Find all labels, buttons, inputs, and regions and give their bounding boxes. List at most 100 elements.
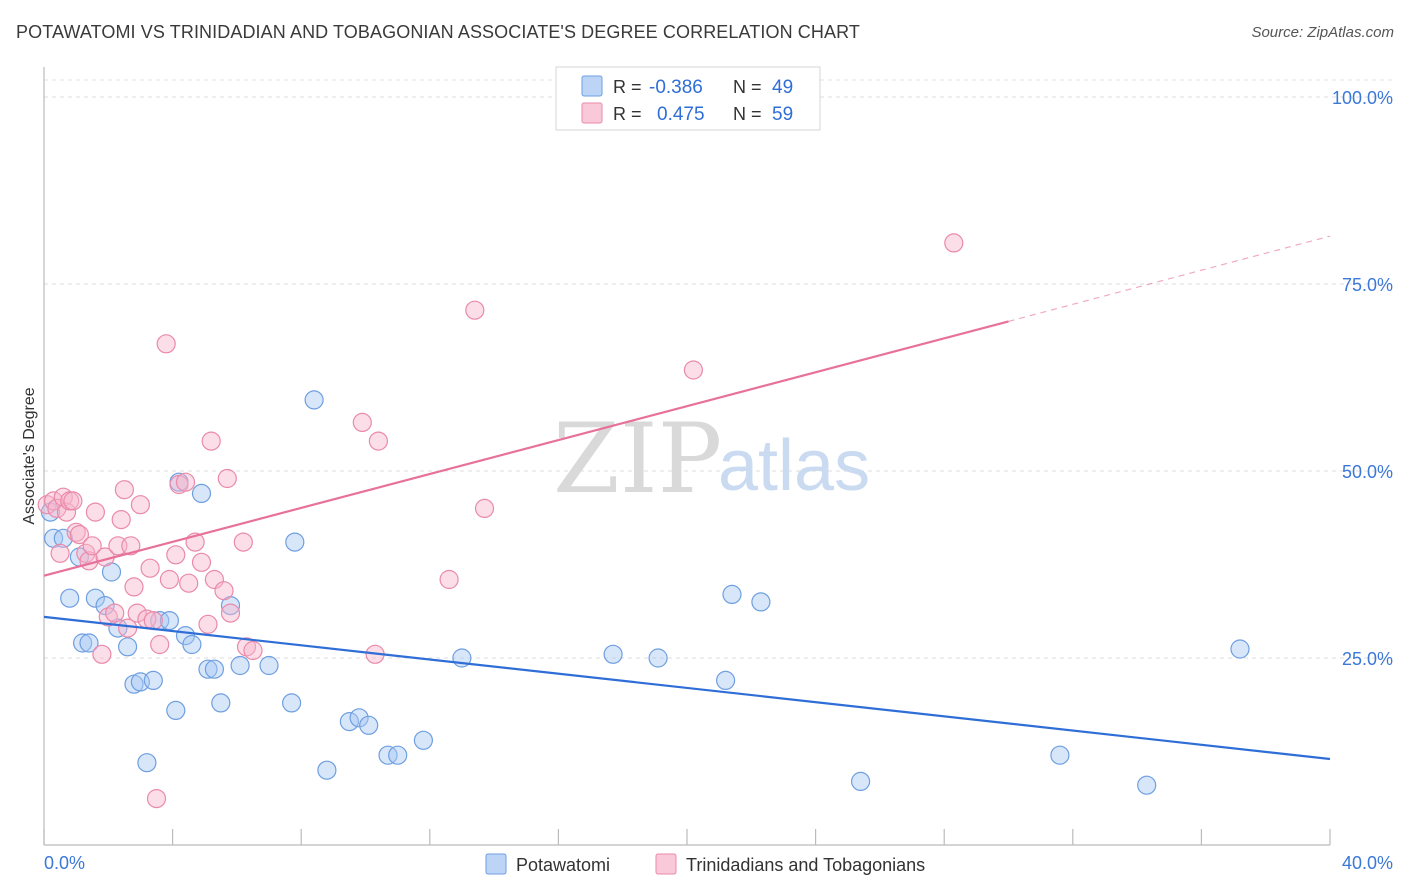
point-trinidadian-27 bbox=[140, 558, 160, 578]
bottom-legend: Potawatomi Trinidadians and Tobagonians bbox=[485, 853, 925, 875]
y-tick-label-100: 100.0% bbox=[1332, 88, 1393, 108]
point-trinidadian-32 bbox=[166, 545, 186, 565]
point-potawatomi-40 bbox=[603, 644, 623, 664]
point-trinidadian-25 bbox=[130, 495, 150, 515]
tick-labels: 100.0% 75.0% 50.0% 25.0% 0.0% 40.0% bbox=[44, 88, 1393, 873]
legend-box: R = -0.386 N = 49 R = 0.475 N = 59 bbox=[555, 66, 821, 131]
point-trinidadian-38 bbox=[198, 614, 218, 634]
point-trinidadian-54 bbox=[944, 233, 964, 253]
points-layer bbox=[37, 233, 1250, 809]
point-trinidadian-22 bbox=[121, 536, 141, 556]
axes-layer bbox=[43, 67, 1331, 846]
point-potawatomi-41 bbox=[648, 648, 668, 668]
point-potawatomi-27 bbox=[230, 655, 250, 676]
point-trinidadian-41 bbox=[214, 581, 234, 601]
point-trinidadian-39 bbox=[201, 431, 221, 451]
bottom-legend-swatch-trinidadian bbox=[655, 853, 677, 875]
point-trinidadian-9 bbox=[69, 524, 90, 545]
point-potawatomi-21 bbox=[182, 634, 202, 655]
point-potawatomi-14 bbox=[137, 753, 157, 773]
point-trinidadian-35 bbox=[179, 573, 199, 593]
trendline-trinidadian bbox=[43, 320, 1009, 577]
point-potawatomi-25 bbox=[211, 693, 231, 713]
point-trinidadian-5 bbox=[56, 502, 77, 522]
point-trinidadian-8 bbox=[66, 522, 86, 542]
point-potawatomi-30 bbox=[285, 532, 305, 552]
point-potawatomi-29 bbox=[282, 693, 302, 713]
grid-layer bbox=[44, 79, 1395, 659]
x-tick-label-min: 0.0% bbox=[44, 853, 85, 873]
point-potawatomi-43 bbox=[722, 584, 742, 605]
legend-r-value-2: 0.475 bbox=[657, 104, 705, 125]
y-tick-label-25: 25.0% bbox=[1342, 649, 1393, 669]
chart-title: POTAWATOMI VS TRINIDADIAN AND TOBAGONIAN… bbox=[16, 22, 860, 42]
point-potawatomi-6 bbox=[79, 633, 99, 653]
point-potawatomi-33 bbox=[339, 711, 359, 732]
watermark-zip: ZIP bbox=[553, 403, 722, 515]
legend-n-value-1: 49 bbox=[772, 77, 793, 98]
legend-n-label-1: N = bbox=[733, 77, 762, 97]
y-tick-label-50: 50.0% bbox=[1342, 462, 1393, 482]
watermark-atlas: atlas bbox=[718, 426, 870, 506]
point-potawatomi-45 bbox=[850, 771, 871, 792]
point-trinidadian-46 bbox=[243, 640, 263, 661]
chart-source: Source: ZipAtlas.com bbox=[1251, 24, 1394, 41]
point-trinidadian-51 bbox=[465, 300, 485, 320]
point-potawatomi-23 bbox=[198, 659, 218, 679]
watermark: ZIP atlas bbox=[553, 403, 870, 515]
point-trinidadian-37 bbox=[191, 552, 212, 572]
y-axis-label: Associate's Degree bbox=[21, 387, 38, 524]
point-trinidadian-55 bbox=[146, 788, 167, 809]
point-trinidadian-17 bbox=[105, 603, 125, 623]
point-trinidadian-3 bbox=[50, 543, 70, 563]
point-trinidadian-29 bbox=[150, 634, 170, 655]
point-trinidadian-44 bbox=[233, 532, 253, 552]
point-potawatomi-8 bbox=[95, 595, 115, 616]
point-trinidadian-23 bbox=[124, 577, 144, 597]
point-trinidadian-49 bbox=[368, 431, 388, 451]
point-trinidadian-42 bbox=[217, 468, 237, 489]
point-trinidadian-20 bbox=[114, 480, 135, 500]
point-potawatomi-47 bbox=[1137, 775, 1157, 795]
point-trinidadian-31 bbox=[159, 569, 179, 590]
point-potawatomi-46 bbox=[1050, 745, 1070, 765]
point-trinidadian-30 bbox=[156, 334, 176, 354]
bottom-legend-label-potawatomi: Potawatomi bbox=[516, 855, 610, 875]
legend-swatch-trinidadian bbox=[581, 102, 603, 124]
point-potawatomi-42 bbox=[715, 670, 736, 691]
point-potawatomi-44 bbox=[751, 592, 771, 612]
point-potawatomi-11 bbox=[117, 637, 138, 657]
point-potawatomi-34 bbox=[349, 708, 369, 728]
point-potawatomi-3 bbox=[60, 588, 80, 608]
point-potawatomi-5 bbox=[72, 633, 93, 653]
point-potawatomi-24 bbox=[204, 659, 224, 679]
point-trinidadian-13 bbox=[85, 502, 106, 522]
point-trinidadian-19 bbox=[111, 509, 131, 530]
y-tick-label-75: 75.0% bbox=[1342, 275, 1393, 295]
point-potawatomi-31 bbox=[304, 390, 324, 410]
point-trinidadian-52 bbox=[474, 498, 495, 518]
trendline-potawatomi bbox=[43, 615, 1331, 761]
point-trinidadian-7 bbox=[63, 491, 83, 511]
point-trinidadian-43 bbox=[220, 603, 241, 623]
point-potawatomi-36 bbox=[378, 745, 398, 765]
point-potawatomi-17 bbox=[159, 610, 179, 631]
point-trinidadian-28 bbox=[143, 610, 163, 631]
legend-r-label-2: R = bbox=[613, 104, 642, 124]
point-potawatomi-18 bbox=[166, 700, 186, 721]
point-potawatomi-15 bbox=[143, 670, 163, 691]
point-potawatomi-28 bbox=[259, 655, 279, 676]
point-potawatomi-32 bbox=[317, 760, 337, 780]
legend-n-value-2: 59 bbox=[772, 104, 793, 125]
point-trinidadian-50 bbox=[439, 569, 459, 590]
point-trinidadian-47 bbox=[352, 412, 372, 432]
point-trinidadian-12 bbox=[82, 536, 102, 556]
bottom-legend-label-trinidadian: Trinidadians and Tobagonians bbox=[686, 855, 925, 875]
bottom-legend-swatch-potawatomi bbox=[485, 853, 507, 875]
x-tick-label-max: 40.0% bbox=[1342, 853, 1393, 873]
legend-swatch-potawatomi bbox=[581, 75, 603, 97]
point-trinidadian-24 bbox=[127, 603, 147, 623]
point-potawatomi-37 bbox=[388, 745, 408, 765]
point-potawatomi-35 bbox=[359, 715, 379, 735]
